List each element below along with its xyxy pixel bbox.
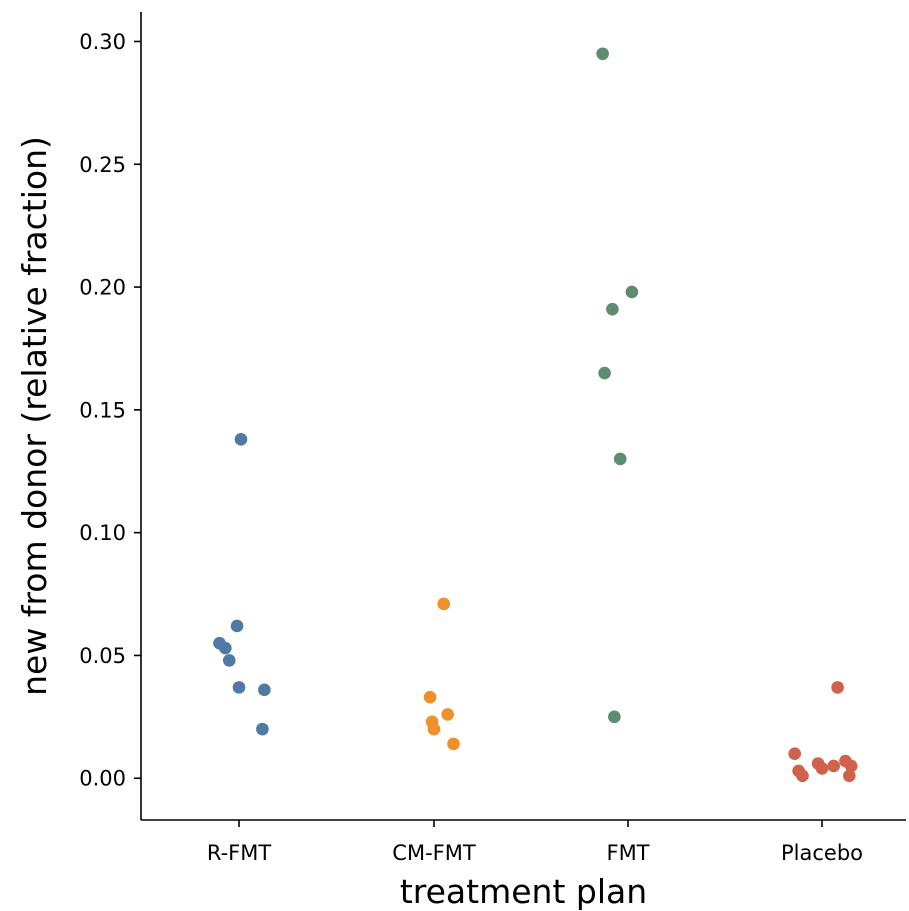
data-point-cm-fmt [427, 722, 441, 736]
data-point-r-fmt [219, 641, 232, 655]
y-tick-label: 0.00 [79, 767, 126, 791]
data-point-r-fmt [234, 433, 248, 446]
data-point-fmt [598, 366, 611, 380]
data-point-fmt [596, 47, 609, 61]
data-point-placebo [844, 759, 858, 773]
y-tick-label: 0.10 [79, 521, 126, 545]
data-point-placebo [831, 681, 844, 694]
data-points [213, 47, 858, 783]
data-point-r-fmt [258, 683, 271, 697]
y-tick-label: 0.30 [79, 30, 126, 54]
data-point-placebo [827, 759, 840, 773]
x-tick-label: FMT [606, 841, 649, 865]
data-point-fmt [606, 302, 619, 316]
data-point-placebo [815, 762, 829, 775]
data-point-cm-fmt [423, 690, 437, 704]
data-point-r-fmt [230, 619, 244, 633]
x-axis-title: treatment plan [400, 872, 647, 911]
data-point-cm-fmt [441, 708, 454, 721]
data-point-r-fmt [222, 654, 236, 667]
data-point-r-fmt [256, 722, 269, 736]
y-tick-label: 0.25 [79, 153, 126, 177]
data-point-placebo [843, 769, 856, 783]
data-point-fmt [608, 710, 621, 724]
data-point-cm-fmt [447, 737, 460, 751]
x-tick-label: CM-FMT [392, 841, 476, 865]
data-point-placebo [796, 769, 809, 783]
data-point-fmt [625, 285, 639, 299]
y-axis-title: new from donor (relative fraction) [15, 136, 54, 696]
data-point-cm-fmt [437, 597, 451, 611]
data-point-placebo [788, 747, 801, 760]
axes: 0.00 0.05 0.10 0.15 0.20 0.25 0.30 R-FMT CM-FMT F… [79, 12, 906, 865]
y-tick-label: 0.15 [79, 398, 126, 422]
x-tick-label: R-FMT [207, 841, 272, 865]
data-point-r-fmt [232, 681, 246, 694]
x-tick-label: Placebo [781, 841, 863, 865]
y-tick-label: 0.20 [79, 276, 126, 300]
data-point-fmt [613, 452, 627, 466]
y-tick-label: 0.05 [79, 644, 126, 668]
